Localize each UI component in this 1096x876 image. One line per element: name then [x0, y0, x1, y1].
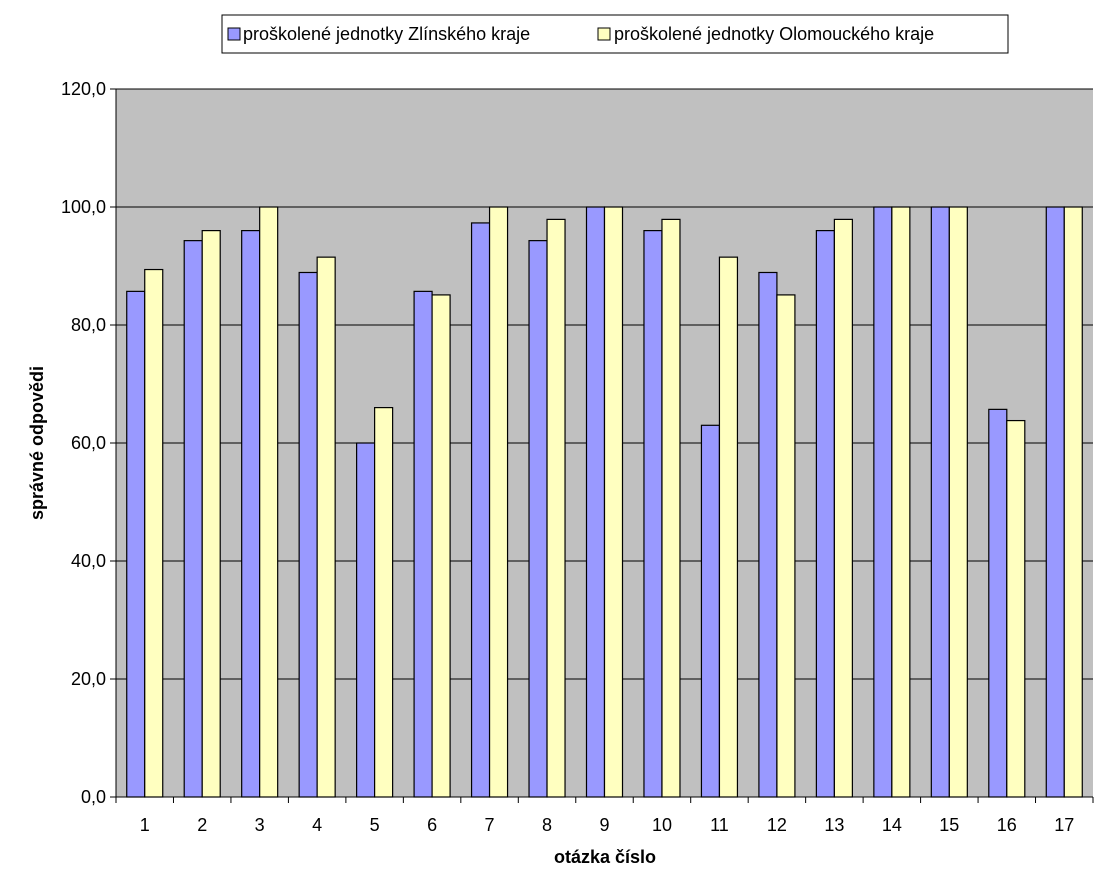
y-tick-label: 0,0 — [81, 787, 106, 807]
bar-olomouc — [718, 256, 739, 798]
legend-label-zlin: proškolené jednotky Zlínského kraje — [243, 24, 530, 44]
legend: proškolené jednotky Zlínského kraje proš… — [221, 14, 1009, 54]
bar-zlin — [643, 230, 663, 798]
bar-zlin — [126, 290, 146, 798]
bar-zlin — [700, 424, 721, 798]
bar-zlin — [930, 206, 950, 798]
bar-zlin — [298, 271, 318, 798]
x-tick-label: 5 — [370, 815, 380, 835]
bar-olomouc — [546, 218, 566, 798]
y-axis-title: správné odpovědi — [27, 366, 47, 520]
legend-frame — [221, 14, 1009, 54]
x-tick-label: 11 — [710, 815, 729, 835]
bar-zlin — [758, 271, 778, 798]
x-tick-label: 15 — [939, 815, 959, 835]
y-tick-label: 60,0 — [71, 433, 106, 453]
x-tick-label: 2 — [197, 815, 207, 835]
bar-olomouc — [1063, 206, 1083, 798]
x-tick-label: 13 — [824, 815, 844, 835]
bar-olomouc — [201, 230, 221, 798]
x-tick-label: 17 — [1054, 815, 1074, 835]
bar-olomouc — [259, 206, 279, 798]
bar-olomouc — [374, 407, 394, 798]
x-axis-ticks: 1 2 3 4 5 6 7 8 9 10 11 12 13 14 15 16 17 — [115, 797, 1094, 835]
legend-label-olomouc: proškolené jednotky Olomouckého kraje — [614, 24, 934, 44]
bar-zlin — [356, 442, 376, 798]
x-axis-title: otázka číslo — [554, 847, 656, 867]
bar-olomouc — [833, 218, 853, 798]
legend-swatch-olomouc — [597, 27, 611, 41]
x-tick-label: 12 — [767, 815, 787, 835]
bar-olomouc — [316, 256, 336, 798]
x-tick-label: 6 — [427, 815, 437, 835]
x-tick-label: 9 — [599, 815, 609, 835]
bars — [126, 206, 1083, 798]
y-tick-label: 120,0 — [61, 79, 106, 99]
legend-swatch-zlin — [227, 27, 241, 41]
bar-olomouc — [603, 206, 624, 798]
bar-olomouc — [1006, 419, 1026, 798]
bar-olomouc — [776, 294, 796, 798]
bar-olomouc — [431, 294, 451, 798]
bar-olomouc — [661, 218, 681, 798]
bar-olomouc — [488, 206, 509, 798]
x-tick-label: 14 — [882, 815, 902, 835]
bar-zlin — [873, 206, 893, 798]
y-tick-label: 40,0 — [71, 551, 106, 571]
bar-zlin — [413, 290, 433, 798]
bar-olomouc — [948, 206, 968, 798]
y-tick-label: 20,0 — [71, 669, 106, 689]
bar-zlin — [183, 240, 203, 798]
bar-zlin — [815, 230, 835, 798]
bar-olomouc — [144, 268, 164, 798]
bar-zlin — [585, 206, 606, 798]
x-tick-label: 10 — [652, 815, 672, 835]
y-axis-ticks: 0,0 20,0 40,0 60,0 80,0 100,0 120,0 — [61, 79, 116, 807]
bar-zlin — [241, 230, 261, 798]
bar-zlin — [470, 222, 491, 798]
bar-zlin — [1045, 206, 1065, 798]
bar-olomouc — [891, 206, 911, 798]
x-tick-label: 7 — [485, 815, 495, 835]
x-tick-label: 3 — [255, 815, 265, 835]
x-tick-label: 16 — [997, 815, 1017, 835]
x-tick-label: 1 — [140, 815, 150, 835]
x-tick-label: 4 — [312, 815, 322, 835]
bar-zlin — [528, 240, 548, 798]
y-tick-label: 100,0 — [61, 197, 106, 217]
bar-zlin — [988, 408, 1008, 798]
x-tick-label: 8 — [542, 815, 552, 835]
y-tick-label: 80,0 — [71, 315, 106, 335]
